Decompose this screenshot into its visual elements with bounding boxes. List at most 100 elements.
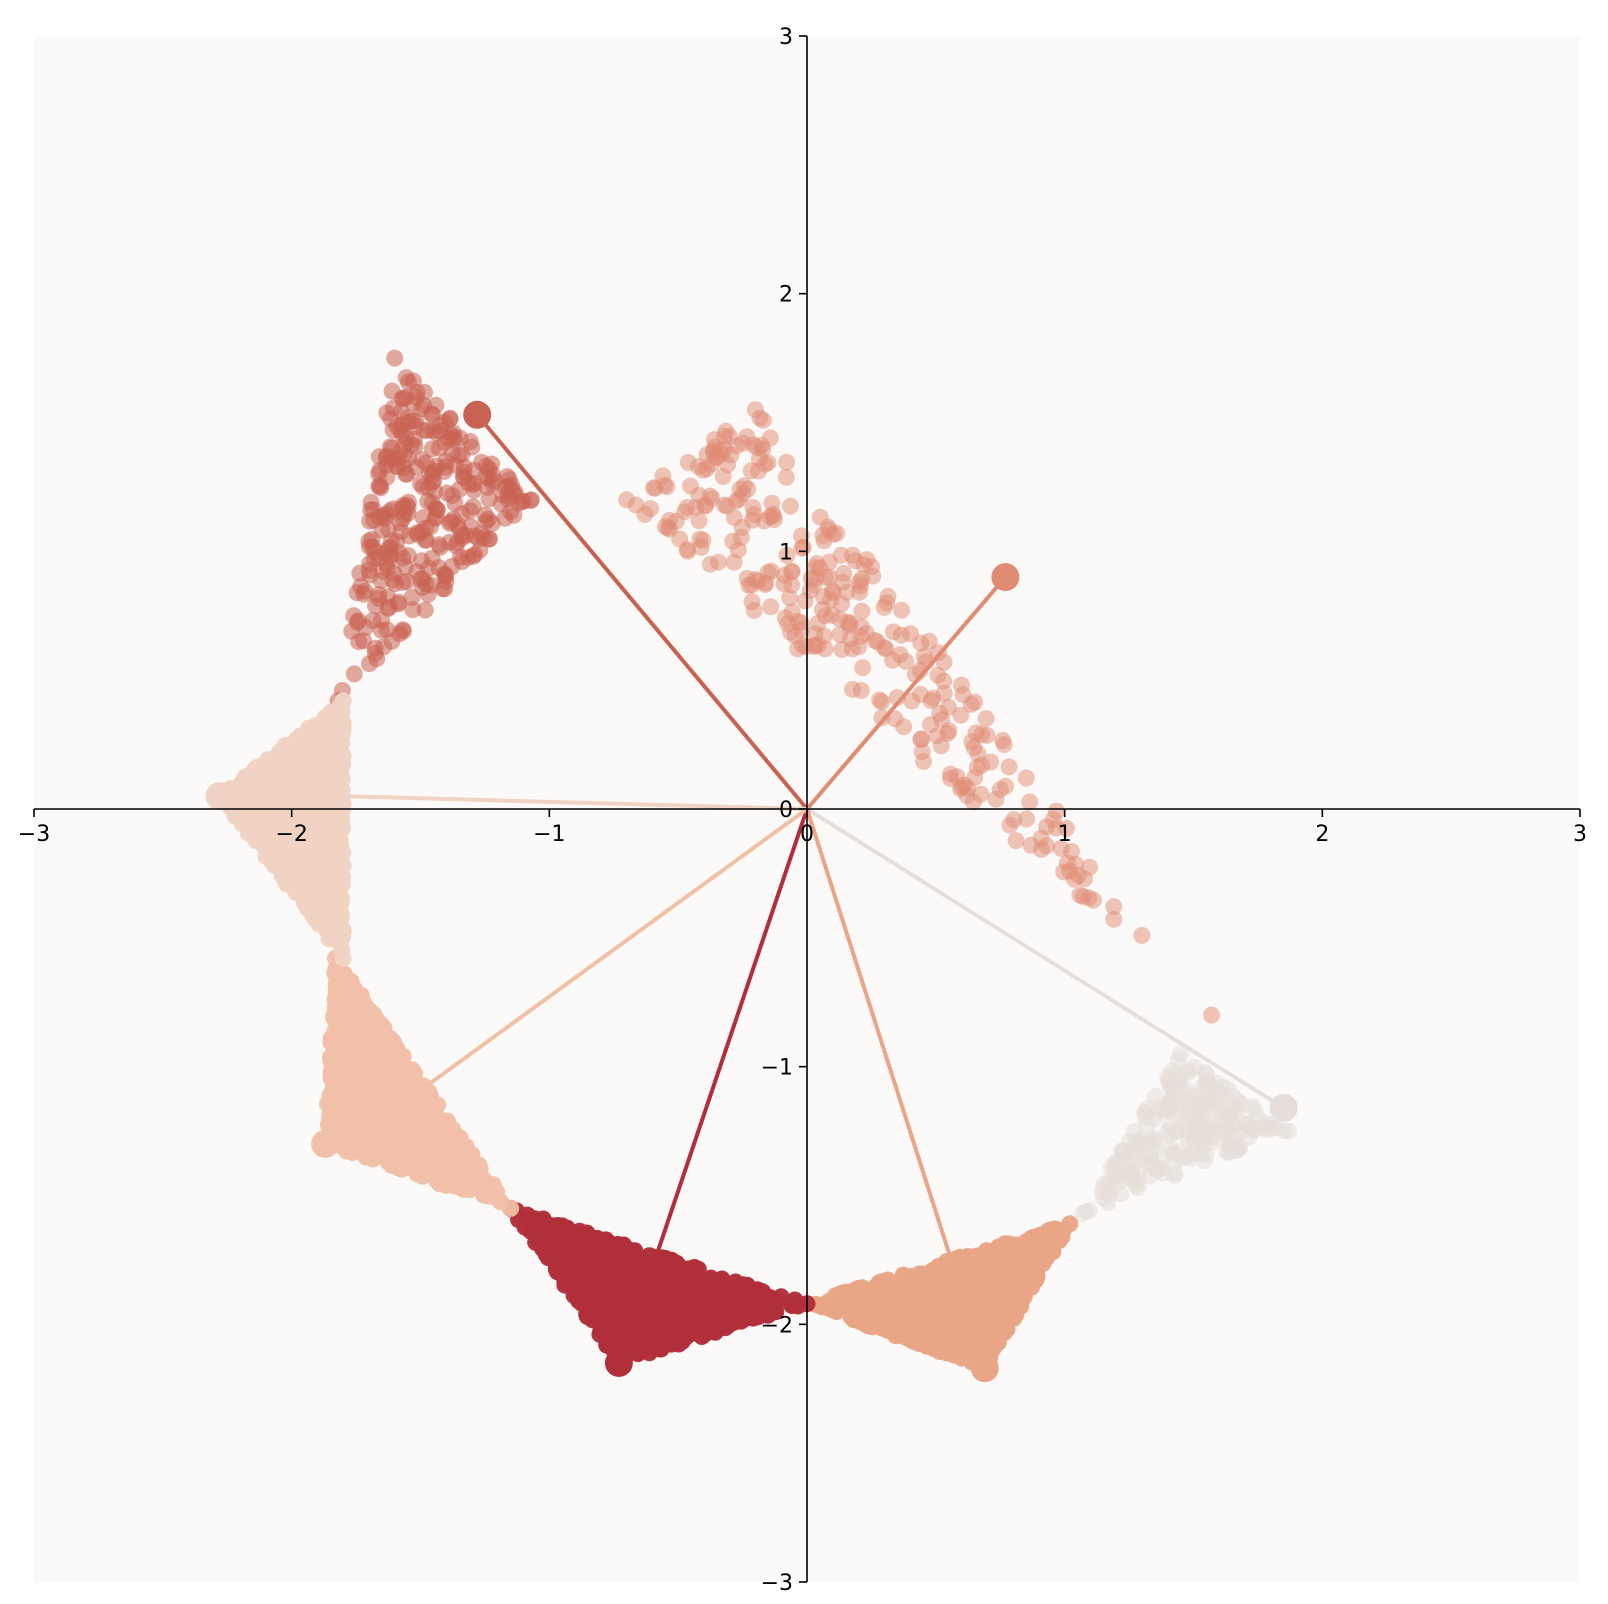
- vector-2: [805, 575, 1008, 811]
- data-point: [348, 613, 366, 631]
- data-point: [390, 544, 408, 562]
- data-point: [674, 1306, 692, 1323]
- data-point: [762, 598, 780, 616]
- scatter-points: [211, 349, 1298, 1377]
- data-point: [370, 477, 388, 495]
- vector-7: [341, 794, 809, 811]
- data-point: [696, 497, 714, 514]
- data-point: [949, 1327, 966, 1345]
- data-point: [893, 601, 911, 619]
- data-point: [407, 1077, 425, 1095]
- data-point: [912, 730, 930, 748]
- data-point: [960, 1280, 978, 1298]
- data-point: [1007, 1306, 1025, 1324]
- data-point: [941, 1302, 959, 1320]
- data-point: [1018, 810, 1035, 828]
- data-point: [321, 818, 339, 835]
- data-point: [301, 744, 318, 762]
- data-point: [972, 785, 990, 803]
- data-point: [336, 1134, 354, 1152]
- data-point: [1204, 1079, 1222, 1097]
- data-point: [457, 1150, 475, 1168]
- data-point: [275, 844, 293, 862]
- data-point: [719, 456, 737, 474]
- y-tick-label: −1: [761, 1056, 793, 1081]
- data-point: [334, 949, 352, 967]
- data-point: [631, 1297, 649, 1315]
- data-point: [480, 530, 498, 548]
- data-point: [852, 682, 870, 699]
- data-point: [966, 693, 984, 711]
- y-tick-label: −3: [761, 1571, 793, 1596]
- data-point: [355, 1009, 373, 1027]
- data-point: [335, 1074, 353, 1092]
- data-point: [1003, 1291, 1021, 1309]
- data-point: [334, 692, 352, 710]
- data-point: [992, 1241, 1010, 1259]
- data-point: [925, 1294, 943, 1312]
- vector-1: [475, 412, 809, 811]
- data-point: [884, 623, 902, 641]
- data-point: [946, 1268, 963, 1285]
- data-point: [1170, 1143, 1188, 1161]
- data-point: [690, 512, 708, 530]
- data-point: [1061, 1215, 1079, 1233]
- data-point: [480, 490, 498, 508]
- data-point: [755, 512, 773, 530]
- data-point: [1038, 818, 1056, 836]
- data-point: [646, 479, 664, 497]
- data-point: [460, 474, 478, 492]
- data-point: [841, 614, 859, 632]
- data-point: [980, 1272, 998, 1290]
- data-point: [332, 847, 350, 865]
- data-point: [476, 1181, 494, 1199]
- data-point: [360, 655, 378, 673]
- data-point: [864, 567, 882, 585]
- data-point: [372, 1120, 390, 1138]
- data-point: [303, 812, 321, 830]
- data-point: [656, 1279, 674, 1297]
- data-point: [777, 468, 795, 486]
- data-point: [329, 1034, 347, 1052]
- data-point: [881, 1315, 899, 1333]
- data-point: [663, 1295, 681, 1313]
- data-point: [827, 1297, 845, 1315]
- data-point: [857, 1289, 874, 1307]
- data-point: [1165, 1167, 1183, 1185]
- data-point: [802, 570, 820, 587]
- data-point: [681, 1276, 699, 1294]
- data-point: [370, 586, 388, 604]
- data-point: [443, 487, 461, 504]
- data-point: [322, 736, 339, 754]
- data-point: [416, 601, 434, 619]
- data-point: [1161, 1117, 1179, 1135]
- data-point: [503, 476, 521, 494]
- data-point: [735, 477, 753, 495]
- data-point: [966, 768, 984, 786]
- data-point: [413, 1152, 431, 1170]
- data-point: [995, 736, 1013, 753]
- data-point: [384, 1057, 402, 1075]
- data-point: [386, 349, 404, 367]
- data-point: [391, 625, 409, 643]
- data-point: [345, 665, 363, 683]
- data-point: [430, 559, 448, 577]
- data-point: [815, 532, 833, 550]
- data-point: [969, 1259, 987, 1277]
- cluster-6-anchor: [311, 1129, 340, 1158]
- data-point: [592, 1237, 610, 1255]
- data-point: [811, 508, 829, 526]
- data-point: [820, 568, 838, 586]
- data-point: [869, 633, 886, 651]
- data-point: [614, 1325, 632, 1343]
- data-point: [502, 1199, 520, 1217]
- data-point: [448, 534, 466, 552]
- data-point: [594, 1313, 612, 1331]
- data-point: [873, 693, 891, 711]
- data-point: [321, 721, 339, 739]
- data-point: [935, 684, 953, 702]
- cluster-3-points: [1074, 1045, 1298, 1222]
- data-point: [1125, 1153, 1143, 1171]
- data-point: [1240, 1128, 1258, 1146]
- data-point: [414, 478, 432, 496]
